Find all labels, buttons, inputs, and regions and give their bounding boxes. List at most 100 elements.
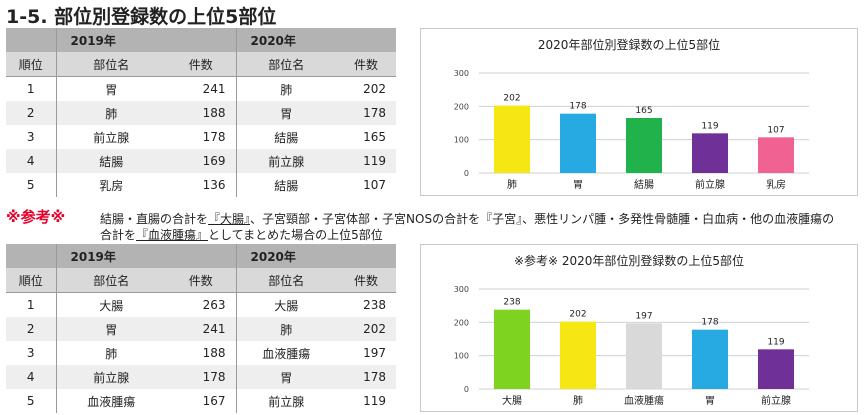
col-site-header-2019: 部位名 <box>55 52 166 77</box>
y-tick-label: 0 <box>464 169 469 178</box>
count-cell-2019: 178 <box>166 365 236 389</box>
data-label: 197 <box>635 311 652 321</box>
rank-cell: 3 <box>26 346 35 360</box>
data-label: 119 <box>701 121 718 131</box>
table-row: 1 大腸 263 大腸 238 <box>6 292 396 317</box>
data-label: 119 <box>767 337 784 347</box>
table-row: 2 胃 241 肺 202 <box>6 317 396 341</box>
count-cell-2020: 119 <box>363 394 386 408</box>
data-label: 238 <box>503 298 520 308</box>
site-cell-2019: 胃 <box>55 317 166 341</box>
note-underlined-term: 『血液腫瘍』 <box>136 228 209 242</box>
y-tick-label: 0 <box>464 385 469 394</box>
data-label: 202 <box>569 310 586 320</box>
y-tick-label: 100 <box>454 136 469 145</box>
note-text: 合計を <box>100 228 137 242</box>
count-cell-2019: 167 <box>202 394 226 408</box>
site-cell-2019: 前立腺 <box>55 365 166 389</box>
bar <box>758 137 794 173</box>
count-cell-2020: 202 <box>336 317 396 341</box>
rank-cell: 3 <box>26 130 35 144</box>
category-label: 前立腺 <box>761 394 791 407</box>
category-label: 大腸 <box>502 394 522 407</box>
section-title: 1-5. 部位別登録数の上位5部位 <box>6 6 277 28</box>
count-cell-2020: 202 <box>363 82 386 96</box>
count-cell-2019: 241 <box>166 317 236 341</box>
rank-cell: 5 <box>26 394 35 408</box>
reference-note-line-1: 結腸・直腸の合計を『大腸』、子宮頸部・子宮体部・子宮NOSの合計を『子宮』、悪性… <box>100 210 834 227</box>
data-label: 178 <box>569 102 586 112</box>
site-cell-2019: 肺 <box>55 341 166 365</box>
site-cell-2020: 大腸 <box>235 292 336 317</box>
rank-cell: 1 <box>26 298 35 312</box>
count-cell-2020: 107 <box>363 178 386 192</box>
data-label: 202 <box>503 94 520 104</box>
count-cell-2020: 165 <box>363 130 386 144</box>
count-cell-2019: 241 <box>202 82 226 96</box>
table-row: 3 前立腺 178 結腸 165 <box>6 125 396 149</box>
year-header-2020: 2020年 <box>235 244 396 268</box>
category-label: 前立腺 <box>695 178 725 191</box>
note-text: としてまとめた場合の上位5部位 <box>208 228 383 242</box>
site-cell-2020: 胃 <box>235 101 336 125</box>
bar <box>560 113 596 173</box>
category-label: 胃 <box>573 179 583 191</box>
site-cell-2019: 乳房 <box>55 173 166 197</box>
site-cell-2020: 結腸 <box>235 125 336 149</box>
ranking-table-2: 2019年 2020年 順位 部位名 件数 部位名 件数 1 大腸 263 大腸 238… <box>6 244 396 413</box>
count-cell-2020: 119 <box>336 149 396 173</box>
count-cell-2020: 178 <box>336 365 396 389</box>
site-cell-2020: 血液腫瘍 <box>235 341 336 365</box>
col-rank-header: 順位 <box>6 268 56 293</box>
col-count-header-2020: 件数 <box>336 268 396 293</box>
site-cell-2020: 前立腺 <box>235 149 336 173</box>
count-cell-2019: 188 <box>166 101 236 125</box>
bar <box>560 321 596 389</box>
count-cell-2020: 197 <box>363 346 386 360</box>
site-cell-2020: 胃 <box>235 365 336 389</box>
count-cell-2020: 178 <box>336 101 396 125</box>
year-header-blank <box>6 28 56 52</box>
table-row: 5 乳房 136 結腸 107 <box>6 173 396 197</box>
count-cell-2019: 178 <box>202 130 226 144</box>
category-label: 胃 <box>705 395 715 407</box>
bar-chart-2-frame: ※参考※ 2020年部位別登録数の上位5部位 0 100 200 300 238 大腸 202… <box>420 244 858 412</box>
site-cell-2019: 結腸 <box>55 149 166 173</box>
count-cell-2020: 238 <box>363 298 386 312</box>
col-site-header-2019: 部位名 <box>55 268 166 293</box>
y-tick-label: 200 <box>454 318 469 327</box>
count-cell-2019: 136 <box>202 178 226 192</box>
rank-cell: 4 <box>6 149 56 173</box>
note-underlined-term: 『大腸』 <box>208 212 251 226</box>
chart-title: 2020年部位別登録数の上位5部位 <box>538 37 720 52</box>
bar <box>692 133 728 173</box>
site-cell-2020: 肺 <box>235 317 336 341</box>
y-tick-label: 300 <box>454 285 469 294</box>
site-cell-2019: 前立腺 <box>55 125 166 149</box>
bar <box>758 349 794 389</box>
col-site-header-2020: 部位名 <box>235 268 336 293</box>
category-label: 結腸 <box>634 178 654 191</box>
table-row: 4 前立腺 178 胃 178 <box>6 365 396 389</box>
rank-cell: 4 <box>6 365 56 389</box>
bar-chart-1: 2020年部位別登録数の上位5部位 0 100 200 300 202 肺 178 胃 165 結腸… <box>454 37 809 191</box>
year-header-blank <box>6 244 56 268</box>
reference-note-line-2: 合計を『血液腫瘍』としてまとめた場合の上位5部位 <box>100 226 383 243</box>
site-cell-2020: 結腸 <box>235 173 336 197</box>
bar-chart-2: ※参考※ 2020年部位別登録数の上位5部位 0 100 200 300 238 大腸 202… <box>454 253 809 407</box>
bar <box>626 323 662 389</box>
data-label: 107 <box>767 125 784 135</box>
category-label: 乳房 <box>766 178 786 191</box>
category-label: 肺 <box>573 395 583 407</box>
col-count-header-2020: 件数 <box>336 52 396 77</box>
category-label: 肺 <box>507 179 517 191</box>
count-cell-2019: 263 <box>202 298 226 312</box>
bar <box>692 329 728 389</box>
site-cell-2019: 大腸 <box>55 292 166 317</box>
year-header-2019: 2019年 <box>55 244 236 268</box>
table-row: 1 胃 241 肺 202 <box>6 76 396 101</box>
site-cell-2020: 前立腺 <box>235 389 336 413</box>
bar-chart-1-frame: 2020年部位別登録数の上位5部位 0 100 200 300 202 肺 178 胃 165 結腸… <box>420 28 858 196</box>
year-header-2020: 2020年 <box>235 28 396 52</box>
rank-cell: 1 <box>26 82 35 96</box>
